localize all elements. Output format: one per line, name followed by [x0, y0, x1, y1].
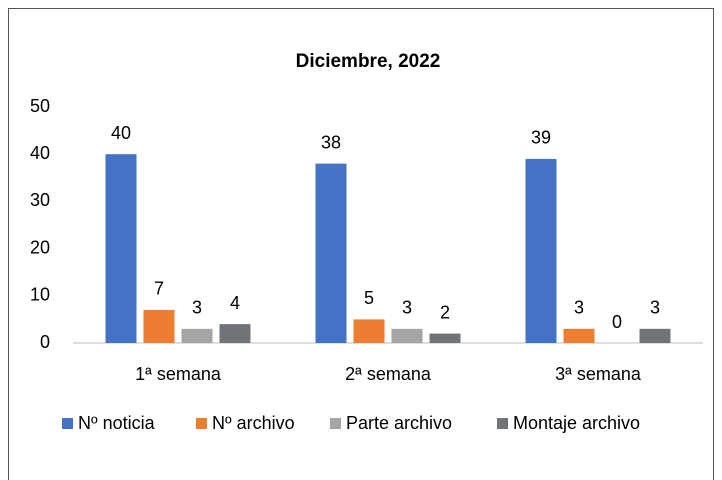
legend-label: Nº archivo — [212, 413, 295, 433]
value-label: 3 — [402, 298, 412, 318]
bar — [219, 324, 251, 343]
value-label: 38 — [321, 132, 341, 152]
legend-swatch — [497, 418, 508, 429]
legend-label: Montaje archivo — [513, 413, 640, 433]
x-tick-label: 3ª semana — [555, 364, 642, 384]
value-label: 5 — [364, 288, 374, 308]
bar — [315, 163, 347, 343]
bar — [181, 328, 213, 343]
x-tick-label: 1ª semana — [135, 364, 222, 384]
bar — [639, 328, 671, 343]
legend-swatch — [330, 418, 341, 429]
y-tick-label: 0 — [40, 332, 50, 352]
value-label: 39 — [531, 128, 551, 148]
value-label: 7 — [154, 279, 164, 299]
value-label: 3 — [574, 298, 584, 318]
value-label: 3 — [192, 298, 202, 318]
legend-label: Parte archivo — [346, 413, 452, 433]
bar — [143, 309, 175, 343]
value-label: 3 — [650, 298, 660, 318]
bar — [563, 328, 595, 343]
chart-title: Diciembre, 2022 — [296, 51, 441, 72]
bar — [391, 328, 423, 343]
legend-swatch — [196, 418, 207, 429]
y-tick-label: 40 — [30, 143, 50, 163]
x-tick-label: 2ª semana — [345, 364, 432, 384]
chart-frame — [8, 8, 714, 480]
bar — [525, 158, 557, 343]
bar — [429, 333, 461, 343]
y-tick-label: 10 — [30, 285, 50, 305]
value-label: 0 — [612, 312, 622, 332]
legend-label: Nº noticia — [78, 413, 156, 433]
value-label: 40 — [111, 123, 131, 143]
y-tick-label: 30 — [30, 190, 50, 210]
value-label: 4 — [230, 293, 240, 313]
bar — [105, 154, 137, 343]
y-tick-label: 50 — [30, 96, 50, 116]
value-label: 2 — [440, 302, 450, 322]
y-tick-label: 20 — [30, 237, 50, 257]
legend-swatch — [62, 418, 73, 429]
bar — [353, 319, 385, 343]
